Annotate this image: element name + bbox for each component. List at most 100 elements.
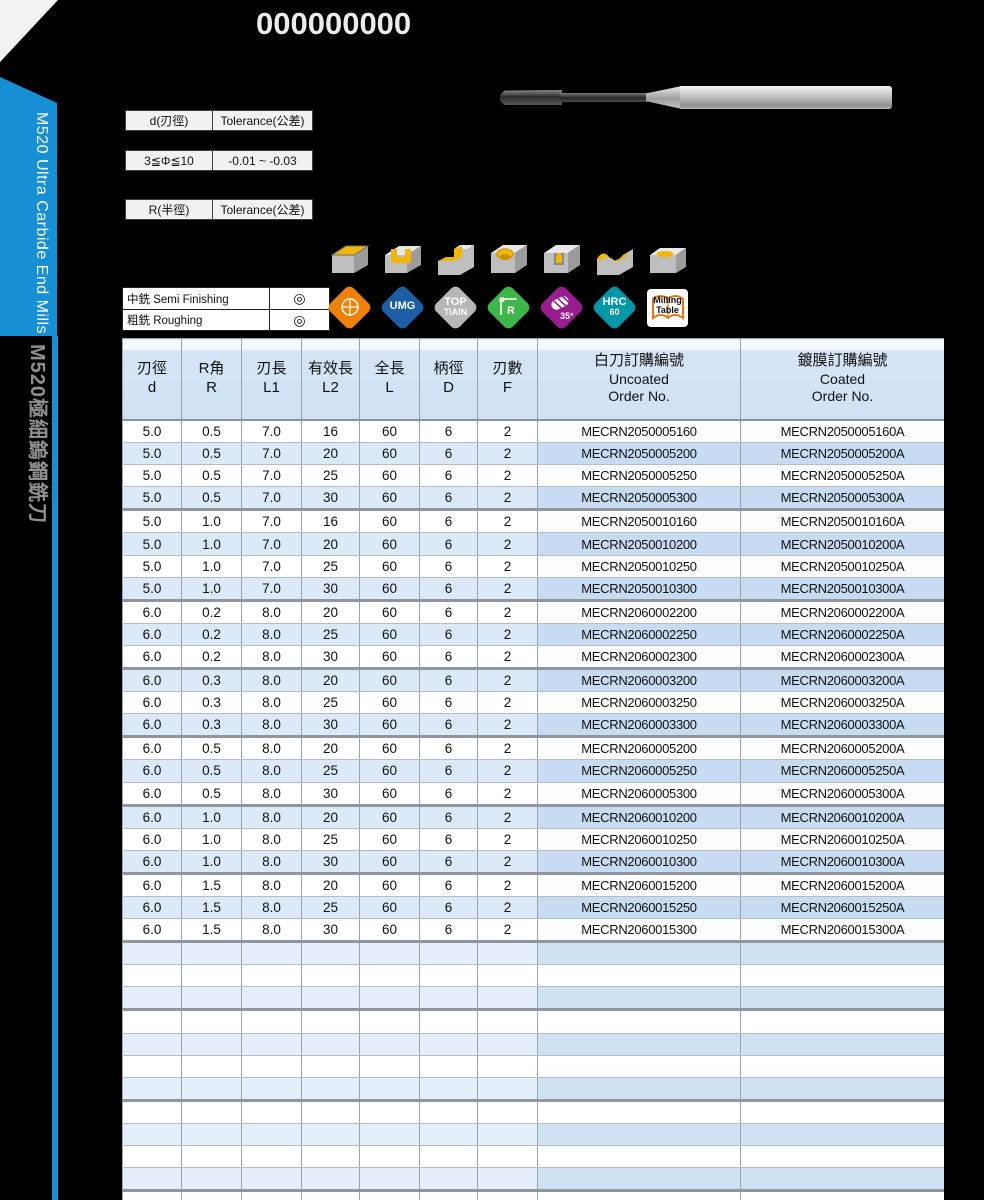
order-no-cell [740,1167,944,1193]
order-no-cell: MECRN2050010300A [740,577,944,602]
svg-text:R: R [507,305,515,317]
spec-cell [301,1033,360,1056]
spec-cell: 2 [477,873,538,897]
spec-cell: 5.0 [122,577,182,602]
order-no-cell [740,1009,944,1034]
spec-cell: 60 [359,623,420,646]
spec-cell [181,986,242,1012]
spec-cell: 7.0 [241,420,302,444]
spec-cell: 2 [477,555,538,578]
sidebar-blue-band [0,77,57,336]
spec-cell: 0.5 [181,464,242,488]
empty-table-row [122,1100,944,1124]
spec-cell: 6 [419,645,478,671]
spec-cell: 6.0 [122,850,182,875]
spec-cell: 20 [301,600,360,624]
spec-cell: 2 [477,918,538,944]
column-header-D: 柄徑 D [419,338,478,421]
spec-cell: 8.0 [241,623,302,646]
spec-cell: 8.0 [241,828,302,851]
empty-table-row [122,964,944,988]
spec-cell [241,1145,302,1169]
spec-cell [181,1055,242,1078]
spec-cell: 1.5 [181,896,242,920]
helix-angle-text: 35° [560,311,574,321]
spec-cell: 7.0 [241,555,302,578]
application-row-semi-finishing: 中銑 Semi Finishing ◎ [123,288,329,309]
spec-cell [241,1100,302,1124]
spec-cell: 60 [359,645,420,671]
table-row: 6.0 0.5 8.0 30 60 6 2 MECRN2060005300 MECRN20600… [122,782,944,807]
spec-cell: 6 [419,918,478,944]
spec-cell [419,1033,478,1056]
order-no-cell: MECRN2050010300 [537,577,741,602]
empty-table-row [122,1123,944,1147]
spec-cell: 1.0 [181,555,242,578]
order-no-cell: MECRN2050005250 [537,464,741,488]
spec-cell: 1.0 [181,532,242,556]
spec-cell [359,941,420,966]
spec-cell: 25 [301,464,360,488]
order-no-cell: MECRN2060010250A [740,828,944,851]
spec-cell: 25 [301,896,360,920]
spec-cell [122,1190,182,1200]
spec-cell [419,1145,478,1169]
order-no-cell: MECRN2060002200A [740,600,944,624]
spec-cell [419,941,478,966]
spec-cell: 60 [359,668,420,693]
spec-cell: 60 [359,782,420,807]
order-no-cell [740,1077,944,1102]
spec-cell [359,1145,420,1169]
order-no-cell [537,1055,741,1078]
spec-cell: 8.0 [241,600,302,624]
spec-cell: 6.0 [122,623,182,646]
spec-cell: 0.5 [181,486,242,512]
table-row: 6.0 1.5 8.0 30 60 6 2 MECRN2060015300 MECRN20600… [122,918,944,944]
open-book-icon [651,295,684,321]
order-no-cell [740,1033,944,1056]
spec-cell [301,1167,360,1193]
spec-cell: 8.0 [241,918,302,944]
spec-cell: 6.0 [122,736,182,761]
spec-cell [181,1145,242,1169]
spec-cell [419,1100,478,1124]
spec-cell [181,1033,242,1056]
badge-coating-tialn: TOP TiAlN [432,283,479,331]
spec-cell: 6 [419,623,478,646]
badge-corner-radius: R [485,283,532,331]
spec-cell [301,986,360,1012]
spec-cell [241,1077,302,1102]
tolerance-r-label: R(半徑) [126,200,213,219]
hardness-line2: 60 [609,307,620,318]
order-no-cell [740,1145,944,1169]
spec-cell [301,1145,360,1169]
spec-cell: 0.5 [181,420,242,444]
spec-cell: 6 [419,782,478,807]
spec-cell: 2 [477,464,538,488]
spec-cell: 6.0 [122,600,182,624]
table-row: 6.0 0.2 8.0 20 60 6 2 MECRN2060002200 MECRN20600… [122,600,944,624]
spec-cell [241,1055,302,1078]
spec-cell [122,1167,182,1193]
column-header-uncoated: 白刀訂購編號 Uncoated Order No. [537,338,741,421]
order-no-cell: MECRN2050010160A [740,509,944,534]
spec-cell: 6 [419,873,478,897]
spec-cell [181,1009,242,1034]
order-no-cell: MECRN2060010200 [537,805,741,829]
spec-cell: 6 [419,668,478,693]
spec-cell [477,1033,538,1056]
order-no-cell: MECRN2050010160 [537,509,741,534]
spec-cell [359,1100,420,1124]
spec-cell: 2 [477,486,538,512]
spec-cell: 2 [477,420,538,444]
spec-cell: 6 [419,555,478,578]
spec-cell: 25 [301,555,360,578]
table-row: 5.0 1.0 7.0 25 60 6 2 MECRN2050010250 MECRN20500… [122,555,944,578]
order-no-cell: MECRN2050005300A [740,486,944,512]
spec-cell: 5.0 [122,420,182,444]
corner-radius-icon: R [498,297,517,317]
spec-cell: 30 [301,486,360,512]
badge-milling-table: Milling Table [645,283,690,331]
order-no-cell: MECRN2060005250A [740,759,944,783]
order-no-cell: MECRN2060005300A [740,782,944,807]
